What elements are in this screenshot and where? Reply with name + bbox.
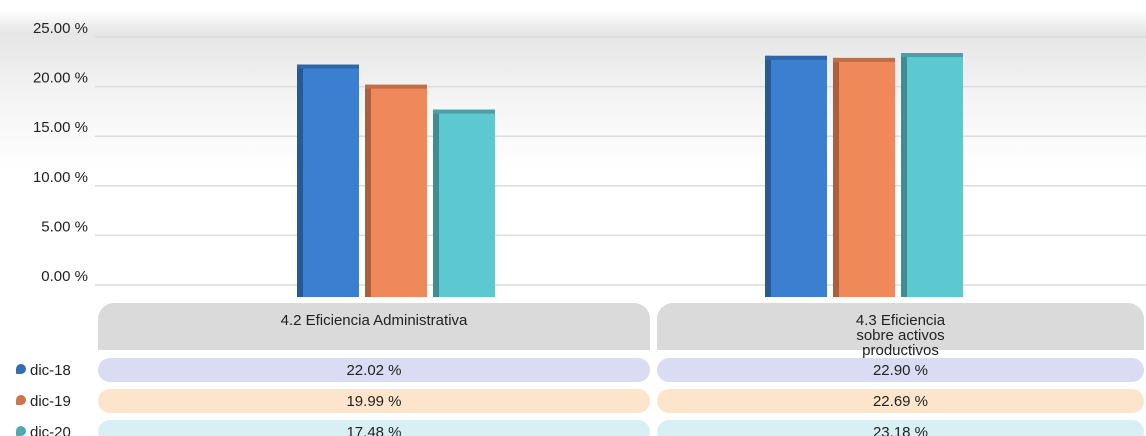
- y-tick-label: 0.00 %: [41, 268, 88, 285]
- category-label: 4.3 Eficiencia sobre activos productivos: [657, 303, 1144, 358]
- bar-side: [297, 64, 303, 297]
- legend-marker: [16, 395, 26, 405]
- y-tick-label: 20.00 %: [33, 70, 88, 87]
- y-tick-label: 10.00 %: [33, 169, 88, 186]
- legend-label: dic-19: [30, 392, 71, 410]
- bar-top: [901, 53, 963, 58]
- bar: [901, 53, 963, 298]
- legend-label: dic-20: [30, 423, 71, 436]
- bar-top: [765, 55, 827, 60]
- bar: [833, 57, 895, 298]
- chart: 0.00 % 5.00 % 10.00 % 15.00 % 20.00 % 25.00 %: [0, 10, 1146, 300]
- y-tick-label: 5.00 %: [41, 218, 88, 235]
- bar: [365, 84, 427, 297]
- y-tick-label: 15.00 %: [33, 119, 88, 136]
- bar: [433, 109, 495, 298]
- value-cell: 23.18 %: [657, 420, 1144, 436]
- value-cell: 22.69 %: [657, 389, 1144, 413]
- plot-background: [0, 10, 1146, 300]
- value-cell: 22.90 %: [657, 358, 1144, 382]
- bar-side: [765, 55, 771, 297]
- bar-top: [365, 84, 427, 89]
- category-label: 4.2 Eficiencia Administrativa: [98, 303, 650, 350]
- legend-marker: [16, 364, 26, 374]
- bar-side: [833, 57, 839, 298]
- value-cell: 19.99 %: [98, 389, 650, 413]
- bar-side: [365, 84, 371, 297]
- bar-top: [833, 57, 895, 62]
- bar-top: [433, 109, 495, 114]
- legend-label: dic-18: [30, 361, 71, 379]
- value-cell: 17.48 %: [98, 420, 650, 436]
- legend-marker: [16, 426, 26, 436]
- bar: [297, 64, 359, 297]
- bar-side: [901, 53, 907, 298]
- y-tick-label: 25.00 %: [33, 20, 88, 37]
- bar-top: [297, 64, 359, 69]
- bar: [765, 55, 827, 297]
- value-cell: 22.02 %: [98, 358, 650, 382]
- bar-side: [433, 109, 439, 298]
